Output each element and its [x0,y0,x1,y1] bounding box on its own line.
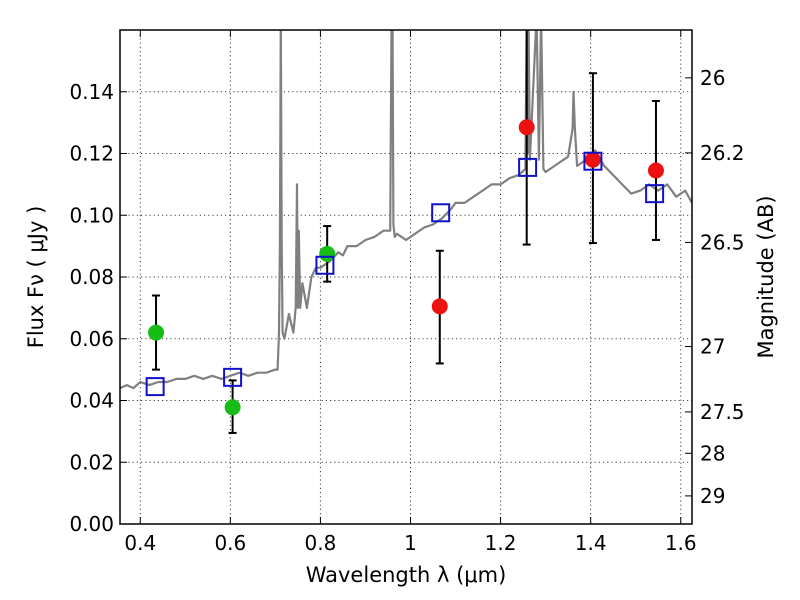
magnitude-tick-label: 26.5 [700,230,745,254]
x-tick-label: 0.8 [305,531,337,555]
magnitude-tick-label: 28 [700,441,725,465]
data-point [518,119,535,136]
model-square-point [315,255,335,275]
magnitude-tick-label: 26 [700,66,725,90]
y-axis-label: Flux Fν ( μJy ) [24,206,48,349]
data-point [584,151,601,168]
model-square-point [645,184,665,204]
y-tick-label: 0.02 [69,450,114,474]
x-tick-label: 0.4 [124,531,156,555]
magnitude-tick-label: 27 [700,334,725,358]
x-axis-label: Wavelength λ (μm) [306,563,507,587]
x-tick-label: 1.2 [485,531,517,555]
x-tick-label: 1.4 [575,531,607,555]
x-tick-label: 1 [404,531,417,555]
y-tick-label: 0.00 [69,512,114,536]
model-square-point [223,367,243,387]
data-point [148,324,165,341]
tick-layer: 0.4 0.6 0.8 1 1.2 1.4 1.6 0.00 0.02 0.04 0.06 0.08 0… [69,30,745,555]
spectrum-line [120,30,692,390]
spectrum-layer [120,30,692,390]
data-points-layer [145,30,665,434]
y-tick-label: 0.08 [69,265,114,289]
magnitude-tick-label: 27.5 [700,400,745,424]
x-tick-label: 0.6 [214,531,246,555]
y-tick-label: 0.04 [69,389,114,413]
model-square-point [145,377,165,397]
y-tick-label: 0.10 [69,203,114,227]
grid-lines [120,30,692,525]
y-tick-label: 0.14 [69,80,114,104]
magnitude-tick-label: 26.2 [700,141,745,165]
y-tick-label: 0.12 [69,142,114,166]
y-tick-label: 0.06 [69,327,114,351]
data-point [431,298,448,315]
y2-axis-label: Magnitude (AB) [754,195,778,358]
magnitude-tick-label: 29 [700,484,725,508]
model-square-point [583,151,603,171]
data-point [647,162,664,179]
x-tick-label: 1.6 [665,531,697,555]
data-point [224,399,241,416]
model-square-point [518,157,538,177]
model-square-point [431,203,451,223]
